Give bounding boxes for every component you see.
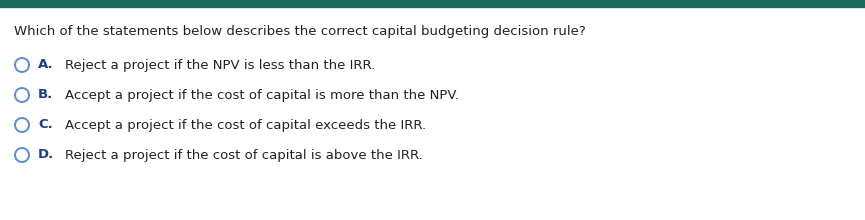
Text: Accept a project if the cost of capital is more than the NPV.: Accept a project if the cost of capital … bbox=[65, 88, 458, 101]
Text: Which of the statements below describes the correct capital budgeting decision r: Which of the statements below describes … bbox=[14, 26, 586, 38]
Text: C.: C. bbox=[38, 119, 53, 132]
Text: Reject a project if the cost of capital is above the IRR.: Reject a project if the cost of capital … bbox=[65, 148, 423, 161]
Text: D.: D. bbox=[38, 148, 54, 161]
Text: A.: A. bbox=[38, 59, 54, 72]
Text: Reject a project if the NPV is less than the IRR.: Reject a project if the NPV is less than… bbox=[65, 59, 375, 72]
Text: Accept a project if the cost of capital exceeds the IRR.: Accept a project if the cost of capital … bbox=[65, 119, 426, 132]
Text: B.: B. bbox=[38, 88, 54, 101]
Bar bbox=[0, 0, 865, 7]
